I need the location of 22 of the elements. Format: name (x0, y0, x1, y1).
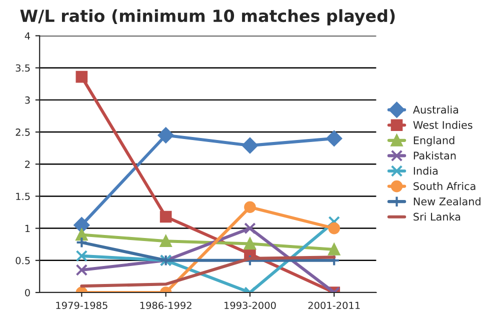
y-tick-label: 1 (25, 224, 30, 232)
legend-label: Sri Lanka (414, 212, 460, 221)
legend-label: Australia (412, 106, 458, 114)
y-tick-label: 0 (25, 288, 30, 296)
x-tick-label: 1986-1992 (140, 302, 192, 310)
y-tick-label: 4 (24, 32, 30, 40)
legend-label: South Africa (414, 182, 476, 190)
y-tick-label: 3 (25, 96, 30, 104)
legend-label: England (414, 136, 454, 146)
y-tick-label: 2.5 (16, 128, 30, 136)
legend-label: Pakistan (414, 151, 456, 160)
legend-label: West Indies (413, 120, 472, 129)
legend-label: New Zealand (414, 197, 480, 206)
x-tick-label: 2001-2011 (308, 302, 360, 310)
y-tick-label: 2 (25, 160, 30, 168)
y-tick-label: 3.5 (16, 64, 30, 72)
legend-label: India (414, 166, 438, 175)
y-tick-label: 1.5 (16, 192, 30, 200)
chart-title: W/L ratio (minimum 10 matches played) (20, 9, 395, 26)
y-tick-label: 0.5 (16, 256, 30, 264)
x-tick-label: 1993-2000 (224, 302, 276, 310)
x-tick-label: 1979-1985 (56, 302, 108, 310)
